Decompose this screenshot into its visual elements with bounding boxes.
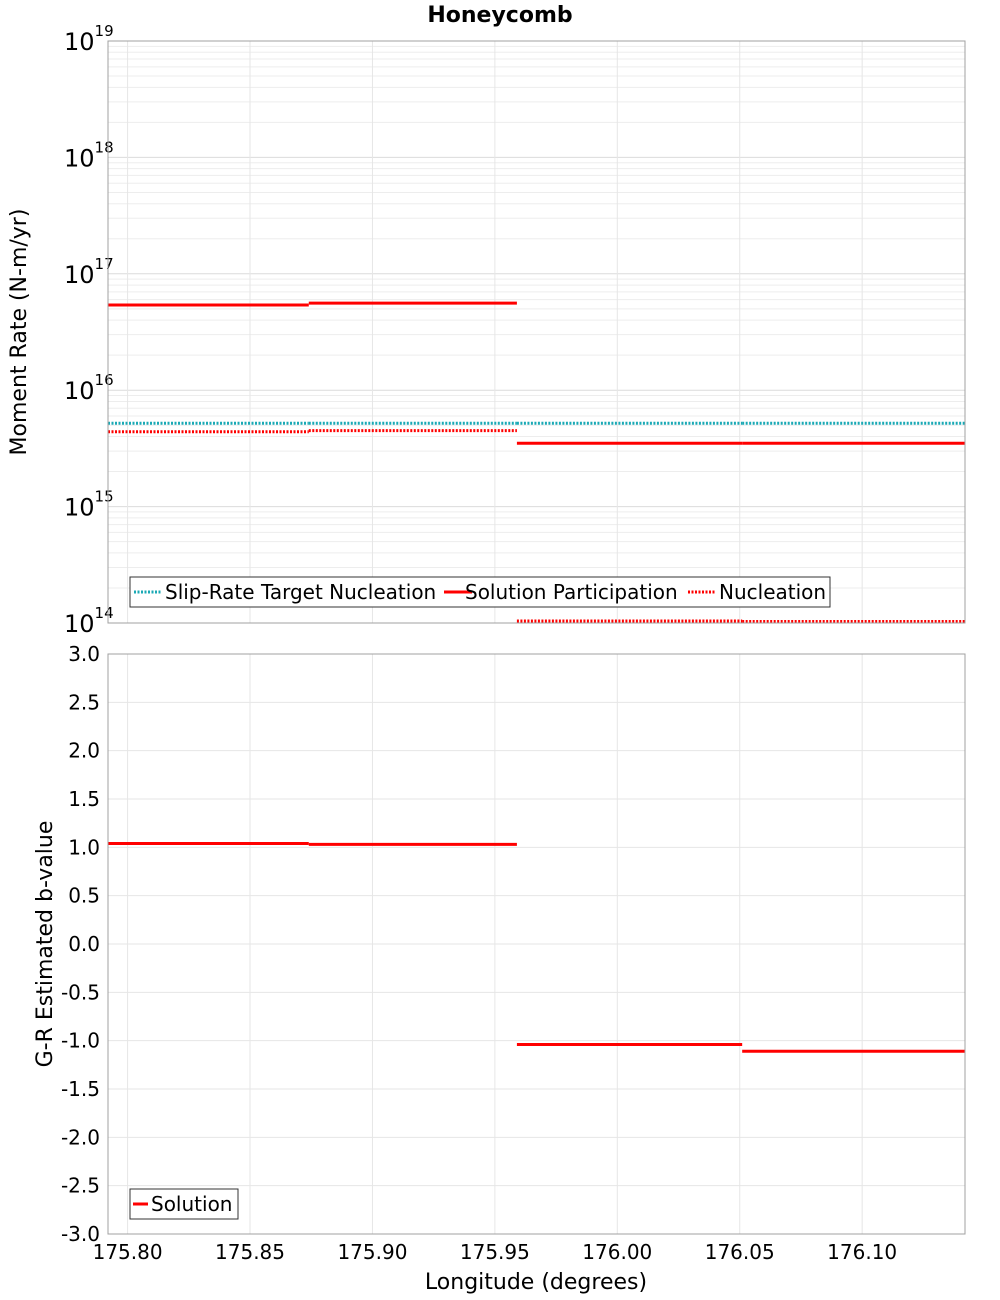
y-tick-label: -2.5	[61, 1174, 100, 1198]
legend-top: Slip-Rate Target Nucleation Solution Part…	[129, 576, 831, 608]
y-tick-label: 1014	[64, 604, 114, 638]
x-tick-label: 175.85	[215, 1240, 285, 1264]
x-tick-label: 176.00	[582, 1240, 652, 1264]
y-tick-label: 1.5	[68, 787, 100, 811]
y-tick-label: 1017	[64, 255, 114, 289]
moment-rate-panel: 1014 1015 1016 1017 1018 1019 Slip-Rate Target…	[64, 22, 966, 638]
chart-title: Honeycomb	[427, 3, 572, 28]
x-tick-label: 176.10	[827, 1240, 897, 1264]
y-tick-label: 1.0	[68, 835, 100, 859]
x-tick-label: 175.90	[337, 1240, 407, 1264]
y-tick-label: -3.0	[61, 1222, 100, 1246]
y-tick-label: 1016	[64, 371, 114, 405]
b-value-panel: 3.0 2.5 2.0 1.5 1.0 0.5 0.0 -0.5 -1.0 -1.5 -2.0 -2.…	[61, 642, 966, 1264]
legend-label: Slip-Rate Target Nucleation	[165, 580, 436, 604]
x-tick-label: 176.05	[705, 1240, 775, 1264]
y-tick-label: 0.5	[68, 884, 100, 908]
plot-border-top	[107, 40, 966, 624]
legend-label: Solution	[151, 1192, 232, 1216]
y-axis-label-moment-rate: Moment Rate (N-m/yr)	[7, 209, 32, 456]
x-axis-label: Longitude (degrees)	[425, 1270, 647, 1295]
y-tick-label: 1015	[64, 488, 114, 522]
y-tick-label: 2.5	[68, 690, 100, 714]
plot-border-bottom	[107, 653, 966, 1235]
y-axis-label-b-value: G-R Estimated b-value	[33, 821, 58, 1068]
x-tick-label: 175.80	[93, 1240, 163, 1264]
legend-bottom: Solution	[129, 1188, 239, 1220]
legend-label: Nucleation	[719, 580, 826, 604]
y-tick-label: 3.0	[68, 642, 100, 666]
y-tick-label: 1018	[64, 138, 114, 172]
x-tick-label: 175.95	[460, 1240, 530, 1264]
y-tick-label: -2.0	[61, 1125, 100, 1149]
y-tick-label: 1019	[64, 22, 114, 56]
plot-area-top	[108, 41, 965, 623]
y-tick-label: -0.5	[61, 980, 100, 1004]
y-tick-label: -1.5	[61, 1077, 100, 1101]
y-tick-label: 2.0	[68, 739, 100, 763]
y-tick-label: -1.0	[61, 1029, 100, 1053]
y-tick-label: 0.0	[68, 932, 100, 956]
legend-label: Solution Participation	[465, 580, 678, 604]
